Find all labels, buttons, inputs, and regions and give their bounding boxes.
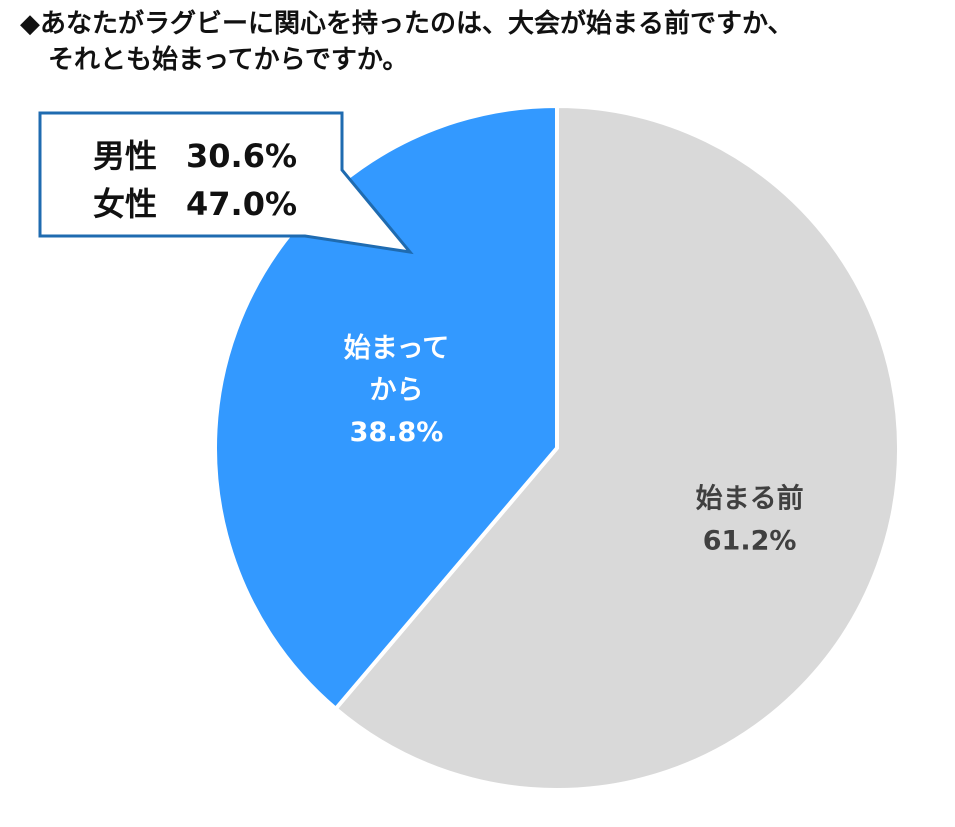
callout-male-value: 30.6% [186,137,297,175]
callout-box [38,111,414,255]
pie-slice-1 [333,104,901,792]
chart-title: ◆あなたがラグビーに関心を持ったのは、大会が始まる前ですか、 それとも始まってか… [20,6,940,78]
pie-slice-1-value: 61.2% [703,526,797,557]
title-line-2: それとも始まってからですか。 [48,45,409,75]
pie-slice-1-label: 始まる前 [696,483,804,515]
callout-female-label: 女性 [93,185,157,223]
gender-callout: 男性 30.6% 女性 47.0% [38,111,414,255]
pie-slices [213,104,901,792]
callout-female-value: 47.0% [186,185,297,223]
pie-slice-2-label: から [370,375,424,406]
callout-male-label: 男性 [93,137,157,175]
pie-slice-2-label: 始まって [344,332,450,364]
pie-slice-2 [213,104,559,711]
pie-slice-2-value: 38.8% [350,417,444,448]
title-line-1: ◆あなたがラグビーに関心を持ったのは、大会が始まる前ですか、 [20,9,794,39]
pie-slice-labels: 始まる前 61.2% 始まってから 38.8% [344,332,804,557]
